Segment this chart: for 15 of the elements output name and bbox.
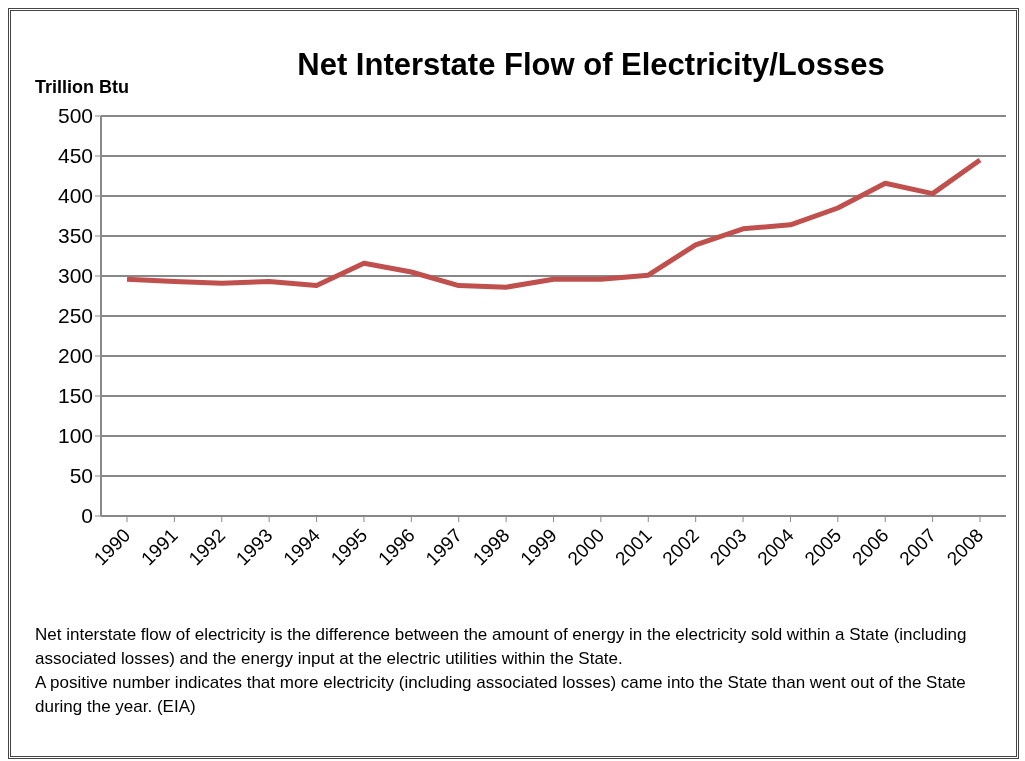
y-tick-label: 50 [69,464,93,488]
y-tick-label: 400 [57,184,93,208]
text: A positive number indicates that more electricity (including associated losses) came into the State than went out of the State during the year. (EIA) [35,672,967,718]
y-tick-label: 350 [57,224,93,248]
chart-title: Net Interstate Flow of Electricity/Losses [296,47,886,83]
text: Net interstate flow of electricity is the difference between the amount of energy in the electricity sold within a State (including associated losses) and the energy input at the electric utilities within the State. [35,624,968,670]
y-tick-label: 300 [57,264,93,288]
y-tick-label: 500 [57,104,93,128]
y-tick-label: 100 [57,424,93,448]
y-tick-label: 0 [81,504,93,528]
y-tick-label: 150 [57,384,93,408]
y-tick-label: 200 [57,344,93,368]
y-tick-label: 450 [57,144,93,168]
y-axis-title: Trillion Btu [35,77,129,98]
y-tick-label: 250 [57,304,93,328]
